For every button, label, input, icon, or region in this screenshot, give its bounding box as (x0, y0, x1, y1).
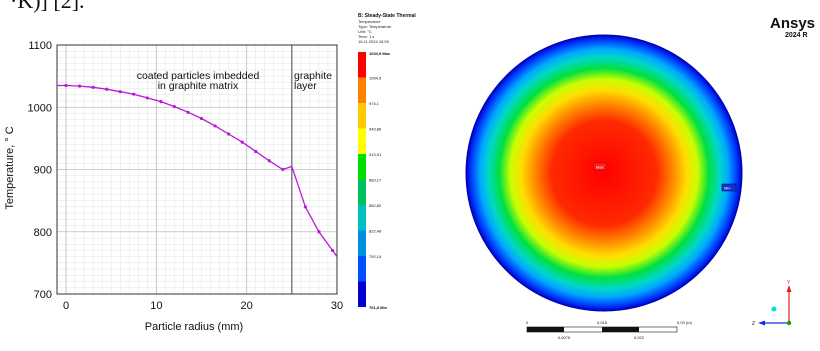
data-point (77, 84, 82, 88)
data-point (199, 116, 204, 121)
annotation-line: coated particles imbedded (137, 70, 260, 82)
data-point (281, 167, 285, 172)
legend-entry: 1004,5 (369, 76, 382, 81)
scale-label-bottom: 0,0075 (558, 335, 571, 340)
legend-entry: 974,1 (369, 101, 380, 106)
data-point (132, 92, 136, 96)
result-info-line: Type: Temperature (358, 24, 392, 29)
data-point (172, 105, 177, 109)
temperature-series (57, 83, 338, 257)
y-tick-label: 800 (34, 227, 52, 239)
max-probe-label: Max (596, 165, 604, 170)
data-point (145, 96, 149, 100)
x-tick-label: 10 (150, 300, 162, 312)
temperature-legend: 1034,9 Max 1004,5 974,1 943,86 913,51 883,17 8… (358, 51, 391, 310)
legend-color-swatch (358, 179, 366, 205)
data-point (64, 83, 68, 88)
legend-entry: 792,14 (369, 254, 382, 259)
legend-color-swatch (358, 230, 366, 256)
x-tick-label: 20 (241, 300, 253, 312)
data-point (105, 87, 109, 91)
x-tick-label: 30 (331, 300, 343, 312)
legend-entry: 852,82 (369, 203, 382, 208)
legend-color-swatch (358, 103, 366, 129)
data-point (213, 124, 217, 128)
plot-area-frame (56, 44, 338, 295)
analysis-title: B: Steady-State Thermal (358, 13, 416, 19)
y-tick-labels: 700 800 900 1000 1100 (28, 40, 52, 301)
max-probe: Max (593, 162, 607, 171)
legend-color-swatch (358, 128, 366, 154)
data-point (317, 230, 321, 234)
x-tick-label: 0 (63, 300, 69, 312)
data-point (267, 159, 271, 163)
legend-color-swatch (358, 77, 366, 103)
annotation-line: layer (294, 80, 317, 92)
min-probe: Min (721, 183, 737, 192)
x-axis-label: Particle radius (mm) (145, 321, 243, 333)
result-info-line: Time: 1 s (358, 34, 374, 39)
scale-label-top: 0 (526, 320, 529, 325)
scale-bar (526, 326, 678, 333)
data-point (330, 248, 335, 253)
y-axis-triad-label: Y (787, 280, 791, 286)
legend-color-swatch (358, 256, 366, 282)
ansys-thermal-result-view: B: Steady-State Thermal TemperatureType:… (352, 7, 820, 351)
coordinate-triad: Y Z (752, 280, 792, 327)
ansys-logo: Ansys (770, 15, 815, 32)
y-tick-label: 1000 (28, 102, 52, 114)
data-point (91, 85, 95, 89)
header-text-fragment: ·K)] [2]. (0, 0, 110, 24)
y-tick-label: 1100 (28, 40, 52, 52)
temperature-contour-disc (465, 34, 743, 312)
y-axis-label: Temperature, ° C (4, 126, 16, 209)
ansys-version: 2024 R (785, 32, 808, 39)
y-tick-label: 900 (34, 165, 52, 177)
legend-entry: 761,8 Min (369, 305, 388, 310)
data-point (254, 149, 258, 154)
data-point (186, 110, 190, 114)
scale-label-top: 0,015 (597, 320, 608, 325)
legend-color-swatch (358, 52, 366, 78)
legend-color-swatch (358, 154, 366, 180)
header-fragment-text: ·K)] [2]. (10, 0, 85, 13)
result-info-line: Unit: °C (358, 29, 372, 34)
legend-entry: 913,51 (369, 152, 382, 157)
temperature-line (57, 84, 338, 257)
y-tick-label: 700 (34, 289, 52, 301)
temperature-radius-chart: 700 800 900 1000 1100 0 10 20 30 Temperature, °… (4, 40, 343, 333)
annotation-line: graphite (294, 70, 332, 82)
legend-color-swatch (358, 205, 366, 231)
scale-label-top: 0,03 (m) (677, 320, 693, 325)
result-info-line: 16.11.2024 15:59 (358, 39, 390, 44)
data-point (303, 205, 307, 209)
data-point (240, 140, 244, 144)
result-info-line: Temperature (358, 19, 381, 24)
legend-entry: 883,17 (369, 178, 382, 183)
data-point (159, 100, 163, 104)
legend-entry: 943,86 (369, 127, 382, 132)
x-tick-labels: 0 10 20 30 (63, 300, 343, 312)
scale-label-bottom: 0,022 (634, 335, 645, 340)
legend-color-swatch (358, 281, 366, 307)
annotation-line: in graphite matrix (158, 80, 239, 92)
data-point (118, 90, 122, 94)
scale-bar-labels: 0 0,015 0,03 (m) 0,0075 0,022 (526, 320, 693, 340)
data-point (227, 132, 231, 136)
min-probe-label: Min (724, 186, 730, 191)
z-axis-triad-label: Z (752, 321, 755, 327)
legend-entry: 822,48 (369, 229, 382, 234)
legend-entry: 1034,9 Max (369, 51, 391, 56)
